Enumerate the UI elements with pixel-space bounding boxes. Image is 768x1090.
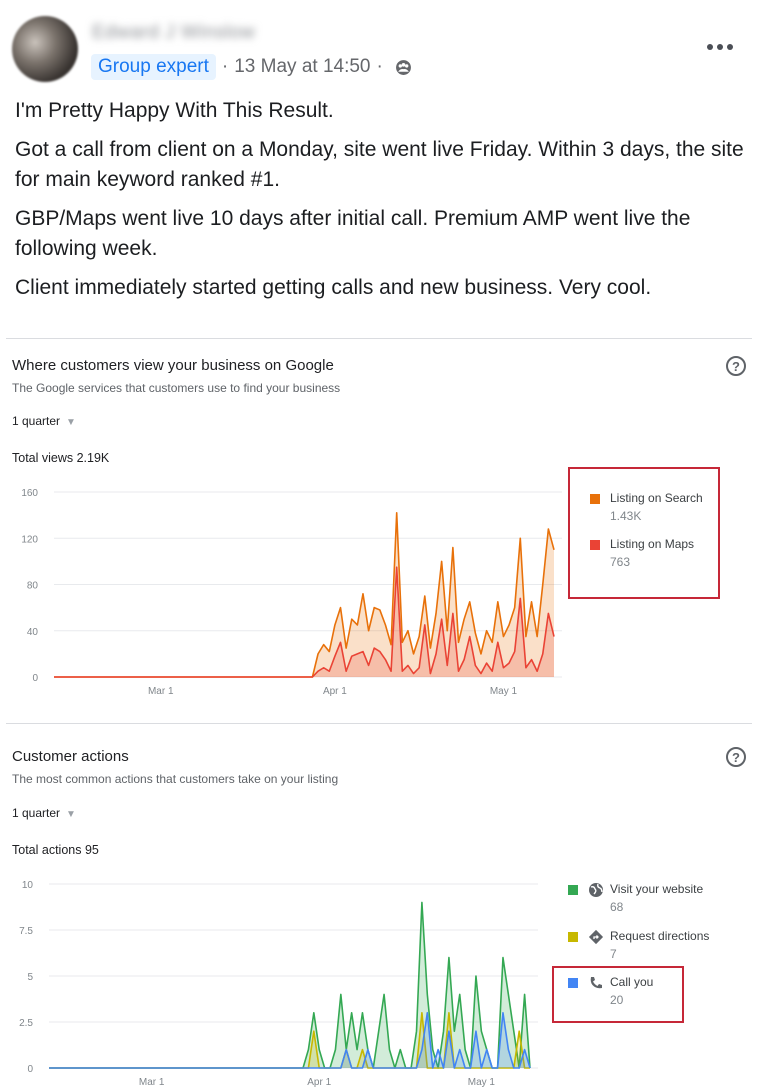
period-label: 1 quarter [12, 806, 61, 820]
chevron-down-icon: ▼ [66, 809, 76, 820]
x-tick-label: May 1 [490, 686, 518, 697]
y-tick-label: 40 [27, 627, 39, 638]
legend-item-maps[interactable]: Listing on Maps 763 [590, 537, 694, 569]
highlight-annotation [568, 467, 720, 599]
card-title: Customer actions [12, 748, 129, 765]
x-tick-label: May 1 [468, 1077, 496, 1088]
y-tick-label: 5 [27, 972, 33, 983]
y-tick-label: 80 [27, 581, 39, 592]
legend-text: Visit your website 68 [610, 882, 703, 914]
legend-value: 68 [610, 900, 624, 914]
chevron-down-icon: ▼ [66, 417, 76, 428]
legend-item-website[interactable]: Visit your website 68 [568, 882, 703, 914]
legend-label: Visit your website [610, 882, 704, 896]
globe-icon [589, 883, 603, 897]
actions-chart: 0 2.5 5 7.5 10 Mar 1 Apr 1 May 1 [19, 880, 538, 1088]
post-paragraph: Got a call from client on a Monday, site… [15, 138, 744, 191]
dot-icon [727, 44, 733, 50]
x-tick-label: Apr 1 [323, 686, 347, 697]
post-paragraph: GBP/Maps went live 10 days after initial… [15, 207, 691, 260]
dot-icon [707, 44, 713, 50]
series-line [54, 566, 555, 678]
post-paragraph: Client immediately started getting calls… [15, 276, 652, 299]
period-dropdown[interactable]: 1 quarter ▼ [12, 806, 76, 820]
series-line [54, 512, 555, 678]
post-timestamp[interactable]: 13 May at 14:50 [234, 56, 371, 77]
views-chart: 0 40 80 120 160 Mar 1 Apr 1 May 1 [21, 488, 562, 697]
meta-separator: · [376, 56, 383, 77]
directions-icon [588, 929, 604, 945]
legend-label: Call you [610, 975, 654, 989]
x-tick-label: Mar 1 [139, 1077, 165, 1088]
y-tick-label: 0 [32, 673, 38, 684]
phone-icon [590, 977, 602, 989]
actions-card: Customer actions The most common actions… [6, 723, 752, 1090]
x-tick-label: Mar 1 [148, 686, 174, 697]
y-tick-label: 0 [27, 1064, 33, 1075]
legend-value: 20 [610, 993, 624, 1007]
card-subtitle: The most common actions that customers t… [12, 772, 339, 786]
post-header: Edward J Winslow Group expert · 13 May a… [0, 0, 768, 95]
y-tick-label: 10 [22, 880, 34, 891]
post-paragraph: I'm Pretty Happy With This Result. [15, 99, 334, 122]
legend-label: Listing on Maps [610, 537, 695, 551]
y-tick-label: 160 [21, 488, 38, 499]
legend-swatch [590, 494, 600, 504]
period-label: 1 quarter [12, 414, 61, 428]
help-icon[interactable]: ? [726, 356, 746, 376]
legend-value: 763 [610, 555, 631, 569]
legend-swatch [568, 885, 578, 895]
total-actions: Total actions 95 [12, 843, 99, 857]
dot-icon [717, 44, 723, 50]
legend-swatch [568, 932, 578, 942]
series-area [49, 902, 530, 1068]
series-area [54, 512, 554, 677]
legend-item-directions[interactable]: Request directions 7 [568, 929, 709, 961]
views-card: Where customers view your business on Go… [6, 338, 752, 719]
legend-swatch [568, 978, 578, 988]
legend-item-search[interactable]: Listing on Search 1.43K [590, 491, 703, 523]
legend-text: Listing on Search 1.43K [610, 491, 703, 523]
legend-text: Call you 20 [610, 975, 653, 1007]
series-line [49, 1012, 531, 1069]
card-title: Where customers view your business on Go… [12, 357, 334, 374]
legend-value: 7 [610, 947, 617, 961]
legend-label: Request directions [610, 929, 710, 943]
legend-value: 1.43K [610, 509, 642, 523]
period-dropdown[interactable]: 1 quarter ▼ [12, 414, 76, 428]
audience-group-icon[interactable] [395, 59, 412, 76]
legend-text: Listing on Maps 763 [610, 537, 694, 569]
more-options-button[interactable] [700, 32, 740, 62]
total-views: Total views 2.19K [12, 451, 110, 465]
legend-swatch [590, 540, 600, 550]
y-tick-label: 2.5 [19, 1018, 33, 1029]
y-tick-label: 7.5 [19, 926, 33, 937]
post-text: I'm Pretty Happy With This Result. Got a… [15, 96, 755, 312]
legend-item-call[interactable]: Call you 20 [568, 975, 653, 1007]
help-icon[interactable]: ? [726, 747, 746, 767]
avatar[interactable] [12, 16, 78, 82]
meta-separator: · [221, 56, 229, 77]
legend-text: Request directions 7 [610, 929, 709, 961]
y-tick-label: 120 [21, 534, 38, 545]
legend-label: Listing on Search [610, 491, 703, 505]
x-tick-label: Apr 1 [307, 1077, 331, 1088]
author-name[interactable]: Edward J Winslow [92, 22, 256, 43]
post-meta: Group expert · 13 May at 14:50 · [91, 54, 412, 80]
highlight-annotation [552, 966, 684, 1023]
card-subtitle: The Google services that customers use t… [12, 381, 341, 395]
group-expert-badge[interactable]: Group expert [91, 54, 216, 80]
